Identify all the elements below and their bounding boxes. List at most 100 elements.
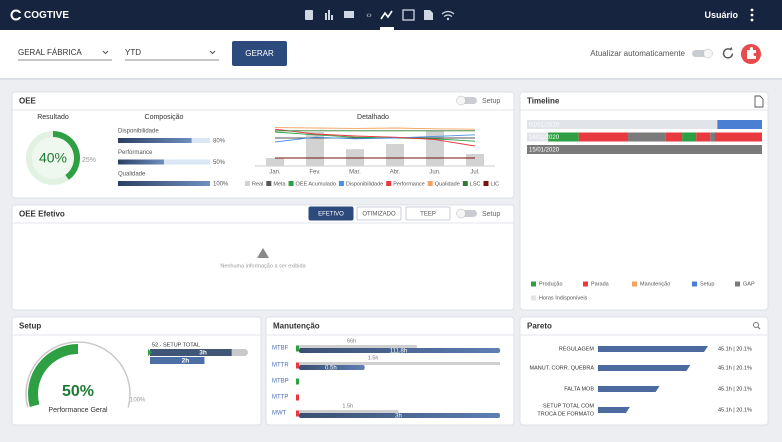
chevron: [209, 50, 216, 55]
export-icon[interactable]: [754, 95, 764, 108]
gauge-arc: [52, 131, 80, 180]
search-handle: [757, 326, 761, 330]
nav-icon[interactable]: [402, 9, 415, 21]
pareto-label: SETUP TOTAL COM: [543, 403, 594, 409]
nav-icon[interactable]: [325, 13, 327, 20]
setup-toggle-label: Setup: [482, 98, 500, 105]
legend-swatch: [386, 181, 392, 186]
user-menu[interactable]: Usuário: [704, 10, 738, 20]
select-period[interactable]: YTD: [125, 48, 141, 57]
detail-category: Jan.: [269, 170, 281, 176]
composition-bar: [118, 159, 164, 165]
panel-title: Pareto: [527, 322, 552, 331]
filter-bar: [0, 30, 782, 78]
legend-swatch: [531, 281, 536, 287]
pareto-bar: [598, 365, 691, 371]
nav-icon[interactable]: ‹›: [366, 11, 372, 20]
detail-category: Abr.: [390, 170, 401, 176]
maintenance-actual-label: 0.5h: [325, 366, 337, 372]
composition-value: 80%: [213, 139, 226, 145]
nav-active-underline: [380, 27, 394, 30]
legend-label: LIC: [491, 181, 500, 187]
result-value: 40%: [39, 150, 67, 166]
nav-icon-active[interactable]: [380, 10, 393, 20]
nav-icon[interactable]: [424, 10, 433, 20]
tab[interactable]: [308, 206, 354, 221]
maintenance-planned: [299, 345, 417, 348]
generate-label: GERAR: [245, 49, 274, 58]
legend-swatch: [427, 181, 433, 186]
timeline-segment: [665, 132, 683, 142]
composition-label: Disponibilidade: [118, 129, 159, 135]
kebab-menu[interactable]: [750, 8, 754, 22]
legend-swatch: [692, 281, 697, 287]
timeline-segment: [527, 145, 762, 154]
detail-bar: [466, 154, 484, 166]
timeline-segment: [696, 132, 711, 142]
select-line[interactable]: GERAL FÁBRICA: [18, 48, 82, 57]
timeline-row-label: 15/01/2020: [529, 148, 560, 154]
pareto-label: MANUT. CORR. QUEBRA: [530, 365, 595, 371]
tab-label: OTIMIZADO: [362, 212, 396, 218]
composition-value: 100%: [213, 182, 229, 188]
generate-button[interactable]: [232, 41, 287, 66]
legend-label: OEE Acumulado: [296, 181, 336, 187]
setup-value: 50%: [62, 383, 94, 400]
detail-line: [274, 131, 476, 142]
legend-label: Horas Indisponíveis: [539, 295, 588, 301]
panel: [11, 316, 262, 426]
legend-swatch: [338, 181, 344, 186]
tab-label: TEEP: [420, 212, 436, 218]
maintenance-label: MWT: [272, 411, 287, 417]
setup-bar-title: 52 - SETUP TOTAL: [152, 342, 200, 348]
pareto-label: REGULAGEM: [559, 346, 595, 352]
filter-shadow: [0, 78, 782, 80]
timeline-segment: [628, 132, 666, 142]
maintenance-planned-label: 1.5h: [368, 355, 379, 361]
timeline-segment: [717, 120, 762, 129]
nav-icon[interactable]: [305, 10, 313, 20]
detail-category: Fev.: [309, 170, 321, 176]
tab[interactable]: [356, 206, 402, 221]
nav-icon[interactable]: [441, 10, 455, 18]
pareto-value: 45.1h | 20.1%: [718, 386, 752, 392]
legend-label: GAP: [743, 281, 755, 287]
legend-label: Manutenção: [640, 281, 670, 287]
detail-category: Jul.: [470, 170, 480, 176]
legend-label: Performance: [393, 181, 425, 187]
detail-title: Detalhado: [357, 114, 389, 121]
nav-icons: ‹›: [305, 9, 455, 30]
setup-bar-label: 3h: [199, 350, 207, 357]
nav-icon[interactable]: [344, 11, 354, 18]
timeline-segment: [527, 120, 718, 129]
chevron: [102, 50, 109, 55]
setup-marker: [148, 349, 152, 356]
tab[interactable]: [405, 206, 451, 221]
toggle-knob: [703, 48, 713, 59]
detail-bar: [306, 132, 324, 166]
maintenance-label: MTTP: [272, 395, 288, 401]
detail-line: [274, 134, 476, 143]
legend-swatch: [583, 281, 588, 287]
timeline-segment: [548, 132, 579, 142]
legend-swatch: [632, 281, 637, 287]
timeline-segment: [527, 132, 549, 142]
detail-category: Jun.: [429, 170, 441, 176]
pareto-bar: [598, 407, 630, 413]
timeline-row-label: 14/01/2020: [529, 135, 560, 141]
setup-max: 100%: [130, 398, 146, 404]
search-icon[interactable]: [753, 322, 759, 328]
timeline-segment: [578, 132, 629, 142]
maintenance-actual: [299, 413, 500, 418]
toggle-knob: [456, 208, 466, 219]
composition-value: 50%: [213, 160, 226, 166]
panel-title: Manutenção: [273, 322, 320, 331]
refresh-button[interactable]: [722, 48, 734, 59]
legend-label: LSC: [470, 181, 481, 187]
maintenance-label: MTTR: [272, 363, 289, 369]
detail-bar: [266, 158, 284, 166]
tab-label: EFETIVO: [318, 212, 344, 218]
maintenance-actual: [299, 365, 365, 370]
legend-label: Produção: [539, 281, 563, 287]
